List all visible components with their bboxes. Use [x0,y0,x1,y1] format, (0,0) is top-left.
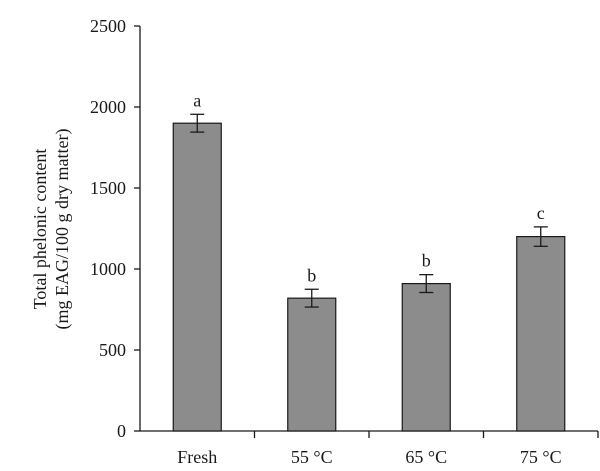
error-bar [419,274,434,294]
y-tick-label: 2000 [90,97,126,117]
bar [401,282,451,432]
bar [516,236,566,432]
significance-label: b [422,251,431,271]
y-axis-title-line1: Total phelonic content [30,149,50,310]
x-tick-label: 65 °C [405,447,447,467]
x-tick-label: 75 °C [520,447,562,467]
x-tick-labels: Fresh 55 °C 65 °C 75 °C [177,447,561,467]
y-tick-labels: 0 500 1000 1500 2000 2500 [90,16,126,441]
bars [172,122,566,432]
significance-label: b [307,265,316,285]
y-tick-label: 2500 [90,16,126,36]
y-tick-label: 500 [99,340,126,360]
y-tick-label: 1500 [90,178,126,198]
significance-labels: a b b c [193,90,545,285]
error-bar [304,288,319,308]
x-tick-label: Fresh [177,447,217,467]
y-axis-title: Total phelonic content (mg EAG/100 g dry… [30,129,73,330]
y-tick-label: 0 [117,421,126,441]
significance-label: a [193,90,201,110]
x-tick-label: 55 °C [291,447,333,467]
y-axis-title-line2: (mg EAG/100 g dry matter) [52,129,73,330]
significance-label: c [537,203,545,223]
error-bars [190,113,548,308]
bar [172,122,222,432]
error-bar [533,226,548,247]
error-bar [190,113,205,133]
y-tick-label: 1000 [90,259,126,279]
bar [287,297,337,432]
